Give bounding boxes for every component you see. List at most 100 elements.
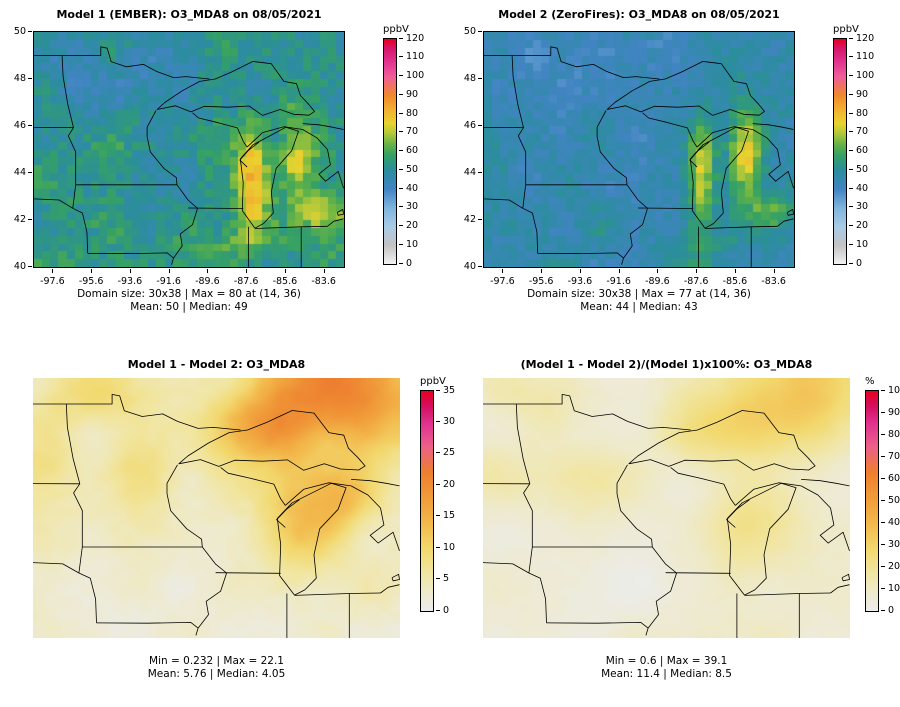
x-tick-label: -97.6 [490,276,515,287]
colorbar-tick-label: 70 [406,126,419,138]
stats-caption-line1: Min = 0.232 | Max = 22.1 [149,655,284,667]
colorbar-tick-label: 90 [406,88,419,100]
x-tick-mark [773,269,775,273]
colorbar-tick-label: 40 [888,516,900,528]
colorbar-tick-mark [436,483,440,485]
colorbar-tick-label: 120 [406,32,425,44]
colorbar-tick-mark [399,56,403,58]
x-tick-mark [734,269,736,273]
x-tick-label: -91.6 [606,276,631,287]
x-axis: -97.6 -95.6 -93.6 -91.6 -89.6 -87.6 -85.6 -83.6 [483,269,795,293]
colorbar-tick-mark [436,389,440,391]
y-tick-label: 42 [463,213,476,225]
y-tick-label: 44 [463,166,476,178]
colorbar-tick-label: 0 [443,604,450,616]
colorbar-ticks: 0 10 20 30 40 50 60 70 80 90 100 110 120 [833,24,897,294]
colorbar: ppbV 0 5 10 15 20 25 30 35 [420,376,484,646]
x-tick-mark [657,269,659,273]
y-tick-mark [478,219,482,220]
colorbar-unit-label: % [865,376,875,387]
colorbar-tick-label: 50 [406,163,419,175]
colorbar-unit-label: ppbV [383,24,409,35]
x-tick-label: -87.6 [233,276,259,287]
y-axis: 40 42 44 46 48 50 [0,26,32,272]
colorbar-tick-mark [399,150,403,151]
x-tick-label: -89.6 [645,276,670,287]
colorbar-tick-mark [849,56,853,58]
state-borders-overlay [484,46,794,267]
y-tick-label: 46 [463,119,476,131]
colorbar-tick-mark [399,131,403,133]
y-tick-mark [28,125,32,126]
colorbar-tick-label: 110 [406,51,425,63]
x-tick-mark [541,269,543,273]
colorbar-gradient [865,390,879,612]
y-tick-mark [478,125,482,126]
colorbar-tick-label: 30 [406,201,419,213]
y-tick-label: 46 [13,119,26,131]
x-tick-mark [284,269,286,273]
colorbar-tick-mark [436,609,440,611]
colorbar-tick-label: 10 [888,582,900,594]
colorbar-tick-label: 40 [406,182,419,194]
colorbar-tick-mark [881,389,885,391]
y-tick-label: 48 [13,72,26,84]
stats-caption-line1: Domain size: 30x38 | Max = 80 at (14, 36… [77,288,301,300]
x-tick-label: -93.6 [567,276,593,287]
colorbar-ticks: 0 5 10 15 20 25 30 35 [420,376,484,646]
colorbar-tick-mark [399,75,403,76]
x-tick-label: -85.6 [722,276,748,287]
map-plot-area [33,378,400,638]
y-tick-mark [478,266,482,267]
colorbar-tick-label: 0 [856,257,863,269]
colorbar-tick-mark [399,262,403,264]
colorbar-tick-mark [849,37,853,39]
colorbar-tick-label: 20 [888,560,900,572]
y-tick-mark [478,31,482,32]
panel-title: (Model 1 - Model 2)/(Model 1)x100%: O3_M… [520,358,813,371]
map-plot-area [483,31,795,268]
colorbar-tick-mark [881,477,885,479]
x-tick-label: -95.6 [528,276,554,287]
colorbar-tick-label: 120 [856,32,875,44]
colorbar-ticks: 0 10 20 30 40 50 60 70 80 90 100 110 120 [383,24,447,294]
colorbar-tick-mark [436,546,440,548]
colorbar-tick-mark [399,112,403,114]
colorbar-gradient [420,390,434,612]
colorbar-tick-mark [881,565,885,567]
colorbar-gradient [383,38,397,265]
stats-caption-line2: Mean: 44 | Median: 43 [580,301,698,313]
panel-percent-difference: (Model 1 - Model 2)/(Model 1)x100%: O3_M… [450,352,900,707]
colorbar-tick-label: 30 [856,201,869,213]
x-tick-mark [129,269,131,273]
colorbar-unit-label: ppbV [420,376,446,387]
colorbar-tick-label: 20 [856,220,869,231]
y-tick-label: 42 [13,213,26,225]
colorbar-tick-label: 70 [856,126,869,138]
y-tick-mark [28,266,32,267]
colorbar-tick-mark [399,225,403,226]
y-tick-label: 50 [13,25,26,37]
colorbar-tick-label: 50 [856,163,869,175]
colorbar-tick-mark [399,37,403,39]
colorbar-tick-label: 70 [888,450,900,462]
panel-model1-ember: Model 1 (EMBER): O3_MDA8 on 08/05/2021 4… [0,0,450,352]
colorbar-tick-label: 10 [406,238,419,250]
x-tick-mark [52,269,54,273]
colorbar-tick-mark [436,515,440,517]
x-tick-label: -87.6 [683,276,709,287]
colorbar-tick-mark [399,168,403,170]
colorbar-tick-label: 35 [443,384,456,396]
colorbar-tick-label: 0 [888,604,895,616]
x-tick-mark [502,269,504,273]
x-tick-label: -83.6 [761,276,786,287]
colorbar-tick-mark [399,93,403,95]
x-tick-mark [323,269,325,273]
colorbar-tick-label: 20 [443,478,456,490]
colorbar-tick-label: 60 [856,145,869,156]
y-tick-mark [478,172,482,173]
colorbar-tick-label: 90 [856,88,869,100]
x-tick-label: -83.6 [311,276,336,287]
colorbar-tick-label: 80 [406,107,419,119]
